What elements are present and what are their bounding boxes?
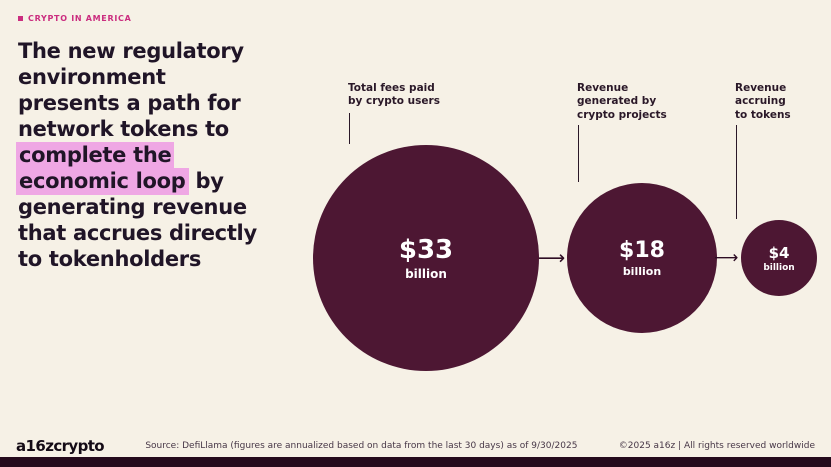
bubble-total-fees: $33 billion — [313, 145, 539, 371]
connector-line-token-revenue — [736, 125, 737, 219]
headline: The new regulatory environment presents … — [16, 38, 298, 272]
square-bullet-icon — [18, 16, 23, 21]
bubble-token-revenue: $4 billion — [741, 220, 817, 296]
headline-highlight-1: complete the — [16, 142, 175, 169]
bubble-value: $33 — [398, 235, 454, 265]
bubble-value: $18 — [619, 238, 665, 263]
arrow-right-icon: ⟶ — [538, 247, 566, 269]
connector-line-project-revenue — [578, 125, 579, 182]
connector-line-total-fees — [349, 113, 350, 144]
bubble-label-token-revenue: Revenue accruing to tokens — [735, 82, 791, 121]
copyright-notice: ©2025 a16z | All rights reserved worldwi… — [618, 441, 815, 451]
bubble-label-project-revenue: Revenue generated by crypto projects — [577, 82, 667, 121]
bubble-label-total-fees: Total fees paid by crypto users — [348, 82, 440, 108]
bubble-unit: billion — [405, 267, 447, 281]
kicker: CRYPTO IN AMERICA — [18, 14, 131, 23]
bubble-unit: billion — [763, 262, 795, 273]
headline-seg1: The new regulatory environment presents … — [18, 39, 244, 141]
headline-highlight-2: economic loop — [16, 168, 189, 195]
bubble-unit: billion — [622, 265, 662, 278]
bottom-accent-strip — [0, 457, 831, 467]
arrow-right-icon: ⟶ — [714, 248, 739, 268]
footer: a16zcrypto Source: DefiLlama (figures ar… — [0, 437, 831, 455]
kicker-label: CRYPTO IN AMERICA — [28, 14, 132, 23]
a16zcrypto-logo: a16zcrypto — [16, 437, 105, 455]
headline-seg3: by generating revenue that accrues direc… — [18, 169, 257, 271]
bubble-value: $4 — [768, 243, 790, 262]
source-attribution: Source: DefiLlama (figures are annualize… — [145, 441, 578, 451]
bubble-project-revenue: $18 billion — [567, 183, 717, 333]
